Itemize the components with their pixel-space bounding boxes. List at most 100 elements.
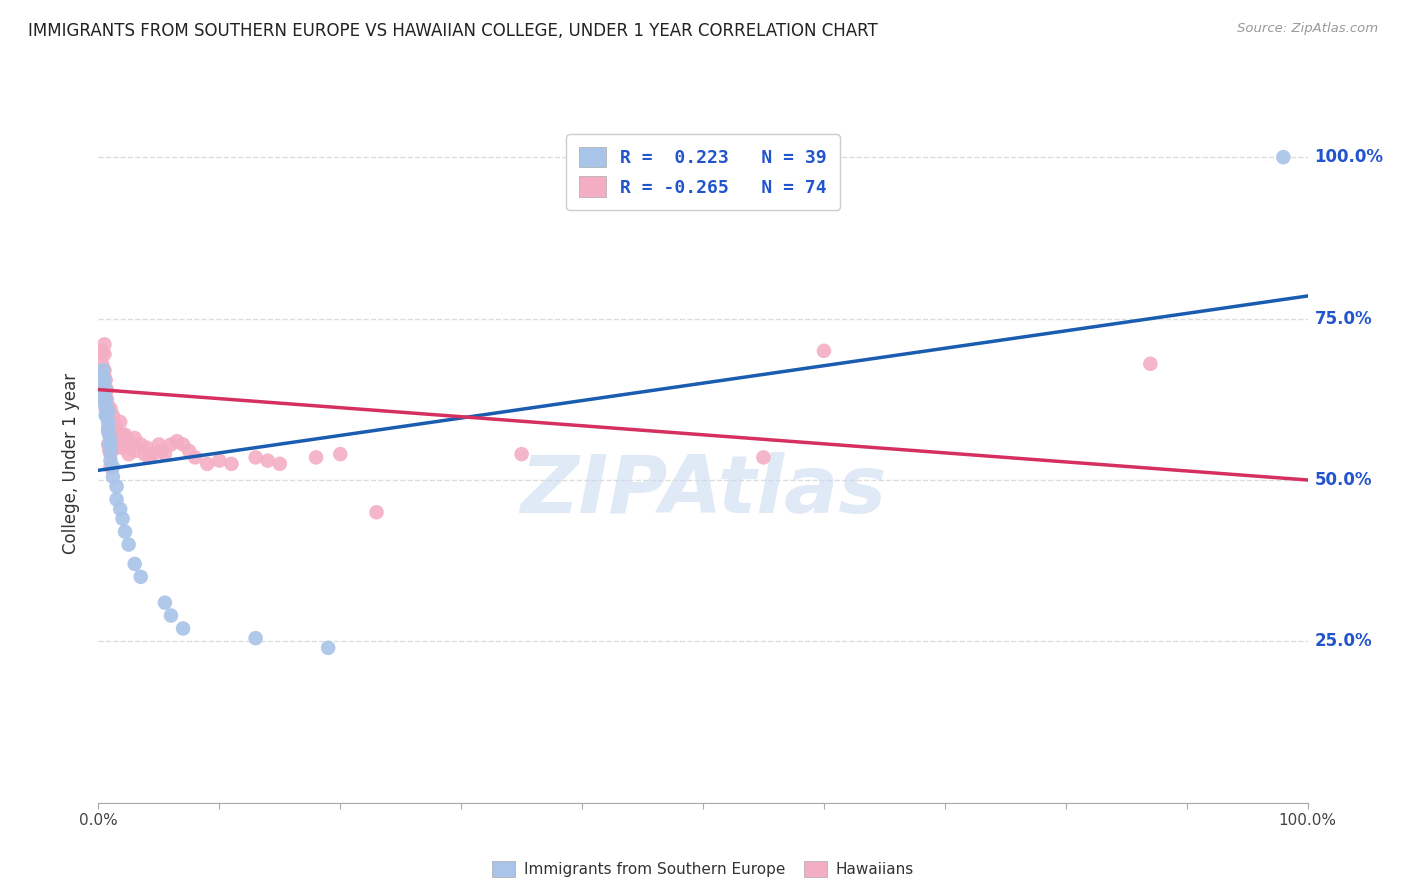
Point — [101, 469, 124, 483]
Point — [91, 383, 114, 397]
Point — [124, 444, 146, 458]
Point — [98, 437, 121, 451]
Text: 25.0%: 25.0% — [1315, 632, 1372, 650]
Point — [101, 409, 124, 423]
Text: Source: ZipAtlas.com: Source: ZipAtlas.com — [1237, 22, 1378, 36]
Point — [134, 447, 156, 461]
Point — [97, 415, 120, 429]
Point — [305, 450, 328, 465]
Point — [93, 337, 115, 351]
Point — [93, 363, 115, 377]
Point — [172, 622, 194, 636]
Text: 50.0%: 50.0% — [1315, 471, 1372, 489]
Legend: Immigrants from Southern Europe, Hawaiians: Immigrants from Southern Europe, Hawaiia… — [486, 855, 920, 883]
Point — [108, 502, 131, 516]
Point — [160, 608, 183, 623]
Point — [245, 450, 267, 465]
Point — [111, 427, 134, 442]
Point — [101, 421, 124, 435]
Point — [91, 369, 114, 384]
Point — [100, 444, 122, 458]
Text: 100.0%: 100.0% — [1315, 148, 1384, 166]
Point — [94, 409, 117, 423]
Point — [91, 376, 114, 391]
Point — [114, 524, 136, 539]
Point — [166, 434, 188, 449]
Point — [100, 434, 122, 449]
Point — [124, 431, 146, 445]
Point — [93, 385, 115, 400]
Point — [98, 444, 121, 458]
Point — [100, 460, 122, 475]
Point — [96, 392, 118, 407]
Point — [118, 447, 141, 461]
Point — [135, 441, 157, 455]
Point — [114, 427, 136, 442]
Point — [101, 460, 124, 475]
Point — [100, 447, 122, 461]
Point — [96, 405, 118, 419]
Point — [104, 418, 127, 433]
Point — [101, 434, 124, 449]
Point — [118, 434, 141, 449]
Point — [90, 373, 112, 387]
Point — [94, 399, 117, 413]
Point — [97, 411, 120, 425]
Point — [91, 343, 114, 358]
Point — [208, 453, 231, 467]
Point — [91, 363, 114, 377]
Point — [172, 437, 194, 451]
Point — [108, 434, 131, 449]
Point — [104, 427, 127, 442]
Point — [366, 505, 388, 519]
Point — [105, 492, 128, 507]
Point — [153, 447, 176, 461]
Point — [91, 383, 114, 397]
Point — [97, 405, 120, 419]
Point — [91, 376, 114, 391]
Point — [94, 383, 117, 397]
Point — [256, 453, 278, 467]
Point — [195, 457, 218, 471]
Point — [329, 447, 352, 461]
Point — [100, 415, 122, 429]
Point — [1272, 150, 1295, 164]
Point — [93, 379, 115, 393]
Point — [129, 437, 152, 451]
Point — [114, 437, 136, 451]
Point — [105, 441, 128, 455]
Point — [129, 570, 152, 584]
Text: 75.0%: 75.0% — [1315, 310, 1372, 327]
Point — [97, 421, 120, 435]
Point — [100, 421, 122, 435]
Point — [98, 415, 121, 429]
Point — [105, 479, 128, 493]
Point — [813, 343, 835, 358]
Text: ZIPAtlas: ZIPAtlas — [520, 452, 886, 530]
Point — [94, 373, 117, 387]
Point — [269, 457, 291, 471]
Point — [138, 450, 160, 465]
Point — [124, 557, 146, 571]
Point — [91, 357, 114, 371]
Point — [245, 631, 267, 645]
Point — [184, 450, 207, 465]
Point — [118, 537, 141, 551]
Point — [160, 437, 183, 451]
Text: IMMIGRANTS FROM SOUTHERN EUROPE VS HAWAIIAN COLLEGE, UNDER 1 YEAR CORRELATION CH: IMMIGRANTS FROM SOUTHERN EUROPE VS HAWAI… — [28, 22, 877, 40]
Point — [97, 399, 120, 413]
Point — [94, 385, 117, 400]
Point — [96, 401, 118, 416]
Point — [148, 437, 170, 451]
Point — [93, 347, 115, 361]
Point — [177, 444, 201, 458]
Point — [150, 444, 173, 458]
Point — [100, 453, 122, 467]
Point — [105, 431, 128, 445]
Point — [142, 447, 165, 461]
Y-axis label: College, Under 1 year: College, Under 1 year — [62, 373, 80, 555]
Point — [111, 512, 134, 526]
Point — [1139, 357, 1161, 371]
Point — [93, 395, 115, 409]
Point — [94, 392, 117, 407]
